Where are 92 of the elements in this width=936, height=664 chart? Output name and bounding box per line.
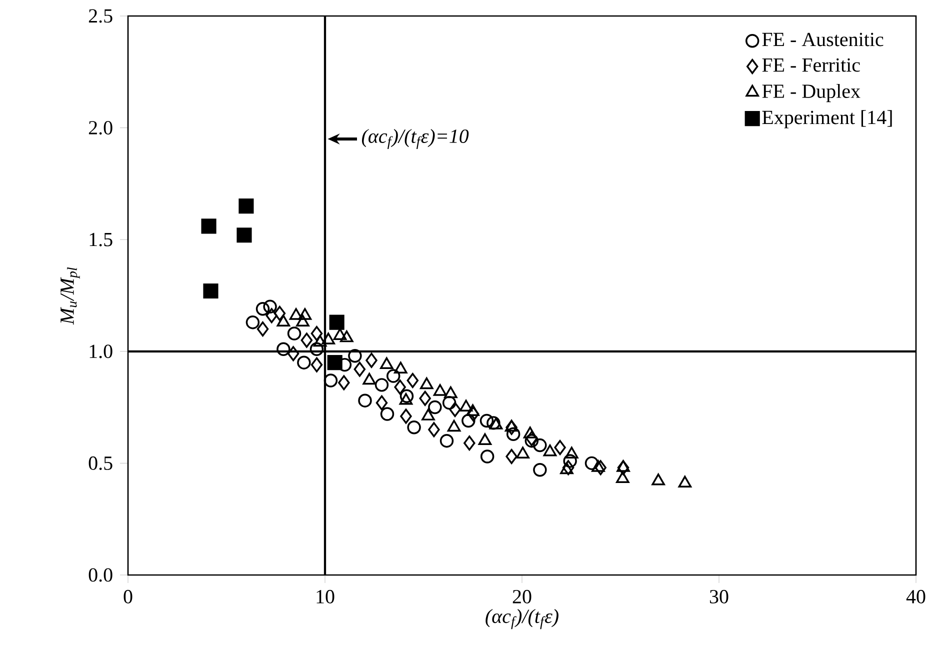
point	[428, 400, 442, 414]
point	[366, 352, 378, 368]
ref-line-label: (αc$_{f}$)/(t$_{f}$ε)=10	[362, 128, 469, 150]
point	[386, 369, 400, 383]
point	[422, 408, 435, 420]
point	[376, 395, 388, 410]
point	[322, 332, 335, 344]
point	[406, 372, 419, 388]
point	[428, 422, 440, 438]
point	[296, 314, 310, 327]
legend-label: FE - Ferritic	[762, 58, 860, 72]
point	[563, 454, 577, 468]
point	[400, 408, 412, 424]
point	[464, 436, 476, 451]
point	[400, 389, 414, 403]
point	[419, 390, 431, 406]
legend-label: Experiment [14]	[762, 110, 892, 128]
point	[354, 362, 366, 377]
point	[246, 315, 260, 330]
point	[394, 380, 406, 395]
point	[300, 332, 313, 348]
point	[297, 356, 311, 370]
point	[201, 218, 216, 234]
point	[287, 346, 300, 362]
point	[480, 450, 494, 464]
point	[380, 357, 394, 370]
point	[516, 446, 530, 458]
point	[374, 378, 389, 392]
point	[287, 326, 302, 340]
point	[338, 375, 350, 390]
point	[533, 438, 547, 452]
point	[486, 416, 500, 430]
x-tick-label: 20	[512, 590, 532, 604]
point	[238, 198, 254, 214]
y-tick-label: 0.5	[88, 456, 112, 470]
x-tick-label: 40	[906, 590, 926, 604]
point	[420, 377, 434, 390]
point	[407, 420, 421, 434]
point	[340, 330, 354, 342]
point	[298, 308, 312, 320]
x-tick-label: 30	[710, 590, 728, 604]
point	[329, 314, 344, 330]
point	[489, 418, 503, 430]
point	[444, 386, 458, 398]
point	[348, 348, 362, 363]
point	[506, 427, 520, 441]
point	[462, 414, 476, 428]
point	[524, 434, 539, 448]
point	[310, 342, 324, 356]
point	[310, 357, 323, 372]
point	[459, 400, 473, 412]
point	[324, 374, 338, 388]
point	[256, 321, 269, 337]
point	[394, 362, 408, 374]
point	[554, 440, 566, 456]
point	[399, 393, 413, 405]
point	[433, 384, 447, 396]
point	[289, 308, 303, 320]
point	[236, 228, 252, 243]
y-axis-title: M$_{u}$/M$_{pl}$	[60, 267, 80, 325]
legend-label: FE - Austenitic	[762, 32, 884, 46]
point	[276, 314, 290, 327]
point	[310, 326, 323, 342]
point	[362, 372, 376, 385]
point	[543, 444, 557, 456]
point	[478, 433, 492, 446]
y-tick-label: 2.0	[88, 121, 112, 135]
x-axis-title: (αc$_{f}$)/(t$_{f}$ε)	[486, 609, 558, 630]
point	[678, 476, 692, 488]
point	[333, 328, 347, 340]
point	[276, 342, 290, 356]
y-tick-label: 0.0	[88, 568, 112, 582]
point	[652, 474, 665, 486]
point	[447, 420, 461, 432]
point	[440, 434, 454, 448]
legend-label: FE - Duplex	[762, 84, 860, 102]
point	[327, 355, 342, 370]
y-tick-label: 1.5	[90, 232, 112, 246]
y-tick-label: 1.0	[90, 344, 112, 358]
x-tick-label: 0	[124, 590, 132, 604]
point	[480, 414, 494, 428]
point	[523, 426, 537, 438]
point	[565, 446, 578, 458]
point	[203, 283, 218, 299]
point	[616, 471, 630, 484]
point	[380, 407, 394, 421]
x-tick-label: 10	[316, 590, 334, 604]
point	[533, 463, 547, 477]
point	[358, 394, 372, 408]
point	[313, 334, 327, 347]
point	[506, 448, 518, 464]
y-tick-label: 2.5	[88, 9, 112, 23]
